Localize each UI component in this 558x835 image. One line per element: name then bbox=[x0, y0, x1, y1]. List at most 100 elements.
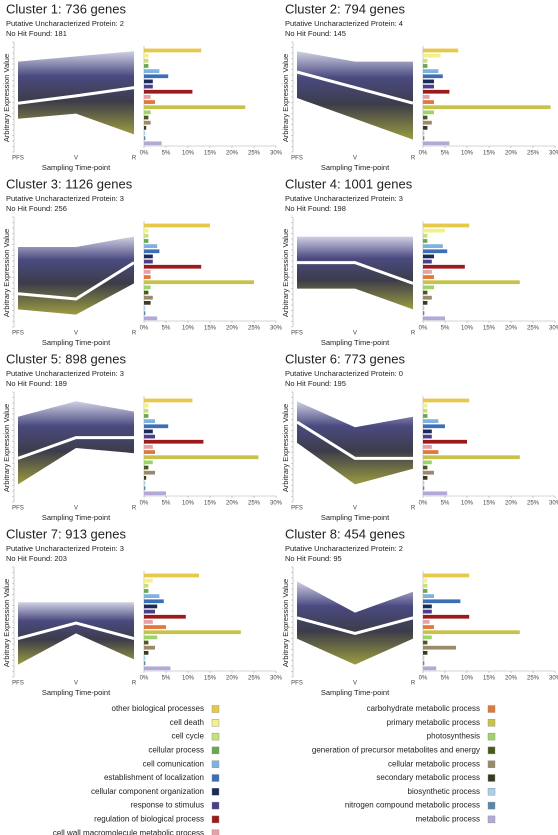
bar bbox=[144, 300, 151, 305]
bar bbox=[423, 609, 432, 614]
bar bbox=[423, 573, 470, 578]
x-tick-label: V bbox=[353, 681, 357, 687]
bar bbox=[144, 414, 149, 418]
bar bbox=[423, 414, 428, 418]
x-tick-label: PFS bbox=[291, 506, 303, 512]
x-tick-label: 20% bbox=[505, 501, 518, 507]
bar bbox=[144, 408, 149, 413]
bar bbox=[144, 53, 149, 58]
bar bbox=[423, 264, 465, 269]
legend-label: nitrogen compound metabolic process bbox=[345, 801, 480, 810]
bar bbox=[423, 79, 434, 84]
bar bbox=[423, 136, 425, 141]
bar bbox=[144, 429, 153, 434]
bar bbox=[144, 100, 155, 104]
x-tick-label: 0% bbox=[419, 501, 428, 507]
cluster-panel: Cluster 8: 454 genes Putative Uncharacter… bbox=[281, 526, 558, 697]
bar bbox=[423, 115, 428, 120]
putative-count: Putative Uncharacterized Protein: 3 bbox=[6, 369, 124, 378]
bar bbox=[144, 110, 151, 115]
x-tick-label: 10% bbox=[461, 501, 474, 507]
bar bbox=[423, 64, 428, 68]
legend-label: photosynthesis bbox=[427, 732, 480, 741]
no-hit-count: No Hit Found: 195 bbox=[285, 379, 346, 388]
bar bbox=[423, 630, 520, 635]
x-tick-label: 5% bbox=[441, 501, 450, 507]
panel-title: Cluster 5: 898 genes bbox=[6, 351, 126, 366]
bar bbox=[423, 48, 459, 53]
mean-line bbox=[296, 420, 413, 460]
bar bbox=[144, 141, 162, 146]
bar bbox=[423, 306, 425, 310]
bar bbox=[423, 460, 432, 465]
x-tick-label: PFS bbox=[12, 156, 24, 162]
x-tick-label: 0% bbox=[140, 151, 149, 157]
gene-envelope bbox=[18, 401, 134, 485]
x-tick-label: V bbox=[74, 331, 78, 337]
bar bbox=[144, 74, 169, 79]
bar bbox=[144, 228, 149, 233]
x-tick-label: 25% bbox=[248, 326, 261, 332]
gene-envelope bbox=[18, 236, 134, 315]
legend-swatch bbox=[211, 815, 220, 824]
x-tick-label: 0% bbox=[419, 326, 428, 332]
bar bbox=[144, 58, 149, 63]
bar bbox=[423, 465, 428, 470]
x-tick-label: R bbox=[132, 331, 137, 337]
x-tick-label: 15% bbox=[204, 501, 217, 507]
bar bbox=[423, 439, 467, 444]
x-tick-label: 25% bbox=[527, 501, 540, 507]
x-tick-label: 30% bbox=[270, 151, 283, 157]
bar bbox=[144, 285, 151, 290]
bar bbox=[144, 491, 166, 496]
x-tick-label: 0% bbox=[140, 676, 149, 682]
legend-label: biosynthetic process bbox=[408, 787, 480, 796]
x-axis-label: Sampling Time-point bbox=[42, 338, 111, 347]
bar bbox=[144, 69, 160, 73]
gene-envelope bbox=[297, 51, 413, 140]
bar bbox=[144, 79, 153, 84]
legend-label: establishment of localization bbox=[104, 773, 204, 782]
x-tick-label: 25% bbox=[527, 151, 540, 157]
bar bbox=[144, 620, 153, 624]
mean-line bbox=[297, 261, 414, 285]
legend-swatch bbox=[487, 760, 496, 768]
x-tick-label: 10% bbox=[461, 151, 474, 157]
bar bbox=[144, 450, 155, 454]
x-tick-label: 20% bbox=[226, 676, 239, 682]
x-tick-label: 15% bbox=[204, 676, 217, 682]
legend-swatch bbox=[487, 719, 496, 727]
x-axis-label: Sampling Time-point bbox=[42, 513, 111, 522]
x-tick-label: 0% bbox=[140, 326, 149, 332]
bar bbox=[423, 583, 428, 588]
bar bbox=[144, 419, 155, 423]
bar bbox=[144, 656, 146, 660]
bar bbox=[144, 609, 155, 614]
x-tick-label: 15% bbox=[204, 326, 217, 332]
bar bbox=[144, 445, 153, 449]
y-axis-label: Arbitrary Expression Value bbox=[2, 404, 11, 492]
panel-title: Cluster 1: 736 genes bbox=[6, 1, 126, 16]
bar bbox=[144, 583, 149, 588]
x-tick-label: 25% bbox=[527, 676, 540, 682]
x-tick-label: 15% bbox=[483, 326, 496, 332]
legend-label: cell comunication bbox=[143, 759, 204, 768]
mean-line bbox=[296, 70, 414, 105]
legend-swatch bbox=[487, 705, 496, 713]
x-tick-label: 10% bbox=[182, 151, 195, 157]
x-tick-label: R bbox=[132, 156, 137, 162]
bar bbox=[144, 105, 246, 110]
bar bbox=[144, 259, 153, 264]
bar bbox=[423, 275, 434, 279]
bar bbox=[423, 131, 425, 135]
x-tick-label: 20% bbox=[226, 501, 239, 507]
no-hit-count: No Hit Found: 198 bbox=[285, 204, 346, 213]
bar bbox=[423, 481, 425, 485]
legend-swatch bbox=[211, 801, 220, 810]
bar bbox=[144, 316, 158, 321]
no-hit-count: No Hit Found: 256 bbox=[6, 204, 67, 213]
legend-swatch bbox=[211, 719, 220, 727]
x-tick-label: R bbox=[132, 681, 137, 687]
bar bbox=[144, 403, 149, 408]
x-tick-label: 0% bbox=[140, 501, 149, 507]
